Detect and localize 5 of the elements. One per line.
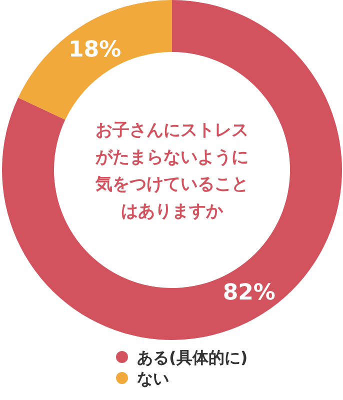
data-label: 82% <box>222 280 276 306</box>
legend-label: ない <box>137 369 169 388</box>
text: お子さんにストレスがたまらないように気をつけていることはありますか <box>94 120 248 222</box>
data-label: 18% <box>68 37 122 62</box>
legend-label: ある(具体的に) <box>137 348 248 367</box>
